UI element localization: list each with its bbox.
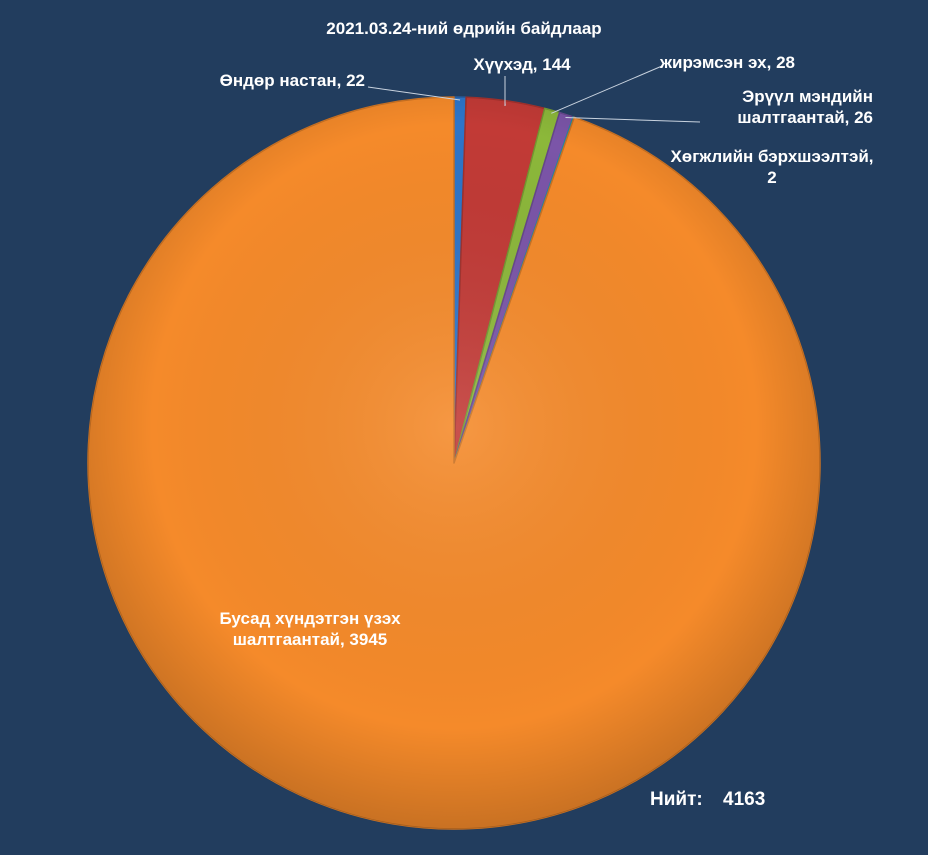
- slice-label-line: шалтгаантай, 3945: [233, 630, 388, 649]
- chart-title: 2021.03.24-ний өдрийн байдлаар: [326, 19, 601, 38]
- leader-line: [368, 87, 460, 100]
- slice-label-line: Бусад хүндэтгэн үзэх: [219, 609, 401, 628]
- slices-layer: [88, 97, 820, 829]
- slice-label-line: Хүүхэд, 144: [473, 55, 571, 74]
- total-value: 4163: [723, 789, 765, 810]
- slice-label: Хүүхэд, 144: [473, 55, 571, 74]
- slice-label-line: Эрүүл мэндийн: [742, 87, 873, 106]
- slice-label-line: 2: [767, 168, 776, 187]
- slice-label-line: шалтгаантай, 26: [737, 108, 873, 127]
- slice-label: Хөгжлийн бэрхшээлтэй, 2: [670, 147, 873, 187]
- pie-slice: [88, 97, 820, 829]
- slice-label: Эрүүл мэндийн шалтгаантай, 26: [737, 87, 873, 127]
- slice-label: жирэмсэн эх, 28: [659, 53, 795, 72]
- slice-label-line: жирэмсэн эх, 28: [659, 53, 795, 72]
- slice-label-line: Өндөр настан, 22: [220, 71, 365, 90]
- total-label: Нийт:: [650, 789, 703, 810]
- slice-label-line: Хөгжлийн бэрхшээлтэй,: [670, 147, 873, 166]
- slice-label: Өндөр настан, 22: [220, 71, 365, 90]
